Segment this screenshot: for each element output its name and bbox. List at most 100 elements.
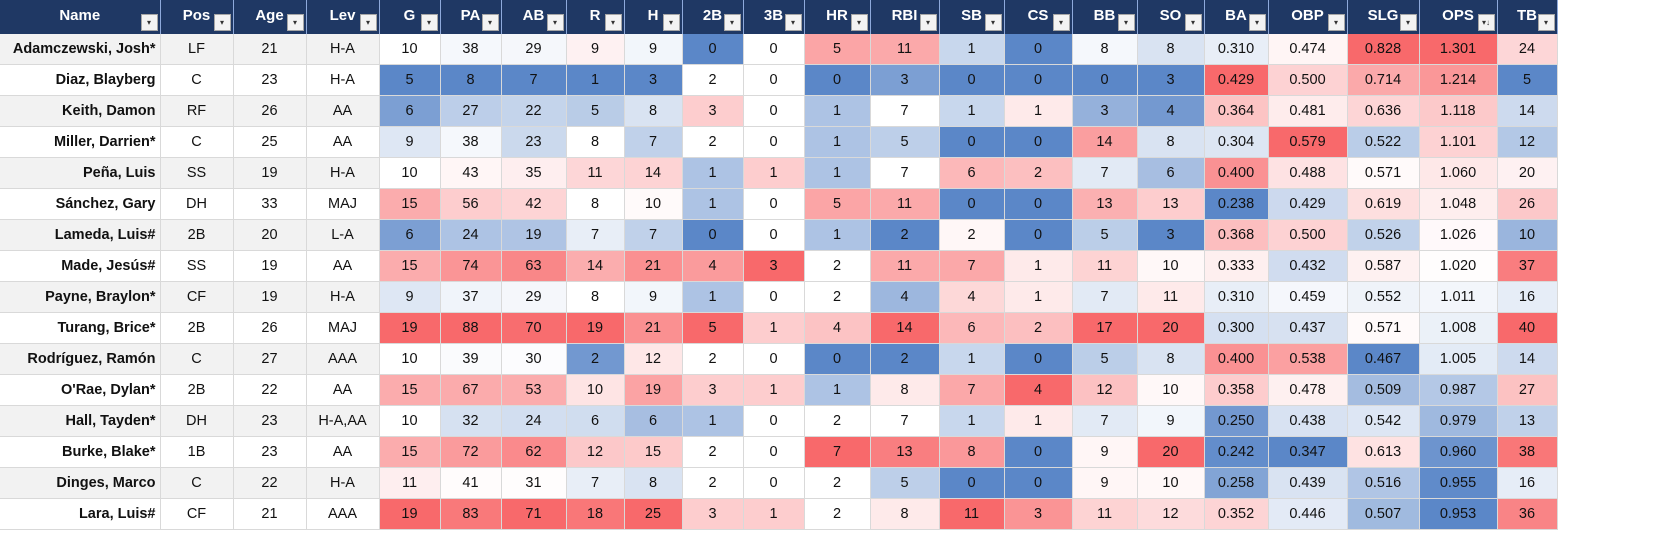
- cell-ab[interactable]: 62: [501, 436, 567, 468]
- cell-lev[interactable]: MAJ: [306, 188, 380, 220]
- filter-dropdown-icon[interactable]: ▾: [1052, 14, 1070, 31]
- table-row[interactable]: Adamczewski, Josh* LF 21 H-A 10 38 29 9 9 0 0 5 11 1 0…: [0, 34, 1558, 65]
- cell-bb[interactable]: 12: [1072, 374, 1138, 406]
- cell-cs[interactable]: 0: [1004, 34, 1073, 65]
- cell-rbi[interactable]: 2: [870, 219, 940, 251]
- cell-ba[interactable]: 0.238: [1204, 188, 1269, 220]
- cell-rbi[interactable]: 11: [870, 250, 940, 282]
- cell-rbi[interactable]: 5: [870, 467, 940, 499]
- cell-r[interactable]: 2: [566, 343, 625, 375]
- cell-pa[interactable]: 38: [440, 126, 502, 158]
- cell-2b[interactable]: 1: [682, 157, 744, 189]
- column-header-2b[interactable]: 2B ▾: [682, 0, 744, 34]
- column-header-h[interactable]: H ▾: [624, 0, 683, 34]
- cell-obp[interactable]: 0.437: [1268, 312, 1348, 344]
- cell-rbi[interactable]: 14: [870, 312, 940, 344]
- cell-obp[interactable]: 0.500: [1268, 219, 1348, 251]
- cell-cs[interactable]: 1: [1004, 250, 1073, 282]
- cell-lev[interactable]: H-A: [306, 34, 380, 65]
- cell-slg[interactable]: 0.522: [1347, 126, 1420, 158]
- cell-obp[interactable]: 0.538: [1268, 343, 1348, 375]
- cell-name[interactable]: Diaz, Blayberg: [0, 64, 161, 96]
- cell-rbi[interactable]: 4: [870, 281, 940, 313]
- cell-r[interactable]: 7: [566, 219, 625, 251]
- cell-so[interactable]: 9: [1137, 405, 1205, 437]
- cell-so[interactable]: 3: [1137, 219, 1205, 251]
- cell-rbi[interactable]: 7: [870, 157, 940, 189]
- cell-pos[interactable]: C: [160, 126, 234, 158]
- cell-hr[interactable]: 4: [804, 312, 871, 344]
- cell-cs[interactable]: 0: [1004, 343, 1073, 375]
- cell-slg[interactable]: 0.636: [1347, 95, 1420, 127]
- cell-pos[interactable]: SS: [160, 250, 234, 282]
- cell-2b[interactable]: 2: [682, 467, 744, 499]
- cell-hr[interactable]: 5: [804, 34, 871, 65]
- cell-g[interactable]: 15: [379, 374, 441, 406]
- filter-dropdown-icon[interactable]: ▾: [984, 14, 1002, 31]
- cell-pa[interactable]: 37: [440, 281, 502, 313]
- cell-pa[interactable]: 24: [440, 219, 502, 251]
- cell-obp[interactable]: 0.459: [1268, 281, 1348, 313]
- cell-sb[interactable]: 2: [939, 219, 1005, 251]
- cell-sb[interactable]: 7: [939, 250, 1005, 282]
- cell-r[interactable]: 19: [566, 312, 625, 344]
- cell-pos[interactable]: DH: [160, 188, 234, 220]
- cell-obp[interactable]: 0.438: [1268, 405, 1348, 437]
- cell-so[interactable]: 3: [1137, 64, 1205, 96]
- cell-bb[interactable]: 7: [1072, 281, 1138, 313]
- column-header-bb[interactable]: BB ▾: [1072, 0, 1138, 34]
- cell-tb[interactable]: 12: [1497, 126, 1558, 158]
- cell-slg[interactable]: 0.542: [1347, 405, 1420, 437]
- cell-ba[interactable]: 0.358: [1204, 374, 1269, 406]
- cell-ab[interactable]: 63: [501, 250, 567, 282]
- cell-pos[interactable]: 2B: [160, 219, 234, 251]
- cell-sb[interactable]: 1: [939, 95, 1005, 127]
- cell-cs[interactable]: 0: [1004, 126, 1073, 158]
- cell-h[interactable]: 7: [624, 126, 683, 158]
- cell-3b[interactable]: 1: [743, 498, 805, 530]
- filter-dropdown-icon[interactable]: ▾: [850, 14, 868, 31]
- cell-hr[interactable]: 2: [804, 250, 871, 282]
- cell-ab[interactable]: 19: [501, 219, 567, 251]
- cell-ops[interactable]: 1.026: [1419, 219, 1498, 251]
- filter-dropdown-icon[interactable]: ▾: [662, 14, 680, 31]
- cell-age[interactable]: 26: [233, 312, 307, 344]
- cell-tb[interactable]: 38: [1497, 436, 1558, 468]
- cell-r[interactable]: 8: [566, 281, 625, 313]
- cell-g[interactable]: 15: [379, 436, 441, 468]
- cell-tb[interactable]: 20: [1497, 157, 1558, 189]
- cell-bb[interactable]: 9: [1072, 467, 1138, 499]
- cell-so[interactable]: 11: [1137, 281, 1205, 313]
- cell-slg[interactable]: 0.571: [1347, 312, 1420, 344]
- column-header-slg[interactable]: SLG ▾: [1347, 0, 1420, 34]
- cell-ops[interactable]: 1.060: [1419, 157, 1498, 189]
- cell-g[interactable]: 10: [379, 34, 441, 65]
- cell-pa[interactable]: 83: [440, 498, 502, 530]
- cell-cs[interactable]: 0: [1004, 64, 1073, 96]
- cell-ops[interactable]: 0.987: [1419, 374, 1498, 406]
- cell-pos[interactable]: DH: [160, 405, 234, 437]
- cell-h[interactable]: 7: [624, 219, 683, 251]
- column-header-lev[interactable]: Lev ▾: [306, 0, 380, 34]
- cell-h[interactable]: 8: [624, 467, 683, 499]
- cell-ab[interactable]: 42: [501, 188, 567, 220]
- cell-ba[interactable]: 0.352: [1204, 498, 1269, 530]
- table-row[interactable]: Diaz, Blayberg C 23 H-A 5 8 7 1 3 2 0 0 3 0 0 0 3 0.429 0.…: [0, 64, 1558, 96]
- cell-obp[interactable]: 0.488: [1268, 157, 1348, 189]
- cell-tb[interactable]: 26: [1497, 188, 1558, 220]
- cell-bb[interactable]: 8: [1072, 34, 1138, 65]
- sort-descending-icon[interactable]: ▾↓: [1477, 14, 1495, 31]
- column-header-obp[interactable]: OBP ▾: [1268, 0, 1348, 34]
- cell-bb[interactable]: 5: [1072, 343, 1138, 375]
- cell-obp[interactable]: 0.429: [1268, 188, 1348, 220]
- cell-pos[interactable]: 2B: [160, 312, 234, 344]
- cell-g[interactable]: 5: [379, 64, 441, 96]
- cell-obp[interactable]: 0.432: [1268, 250, 1348, 282]
- column-header-hr[interactable]: HR ▾: [804, 0, 871, 34]
- table-row[interactable]: Rodríguez, Ramón C 27 AAA 10 39 30 2 12 2 0 0 2 1 0 5 8 0…: [0, 343, 1558, 375]
- cell-3b[interactable]: 0: [743, 343, 805, 375]
- cell-2b[interactable]: 4: [682, 250, 744, 282]
- cell-age[interactable]: 25: [233, 126, 307, 158]
- cell-rbi[interactable]: 7: [870, 405, 940, 437]
- cell-3b[interactable]: 1: [743, 312, 805, 344]
